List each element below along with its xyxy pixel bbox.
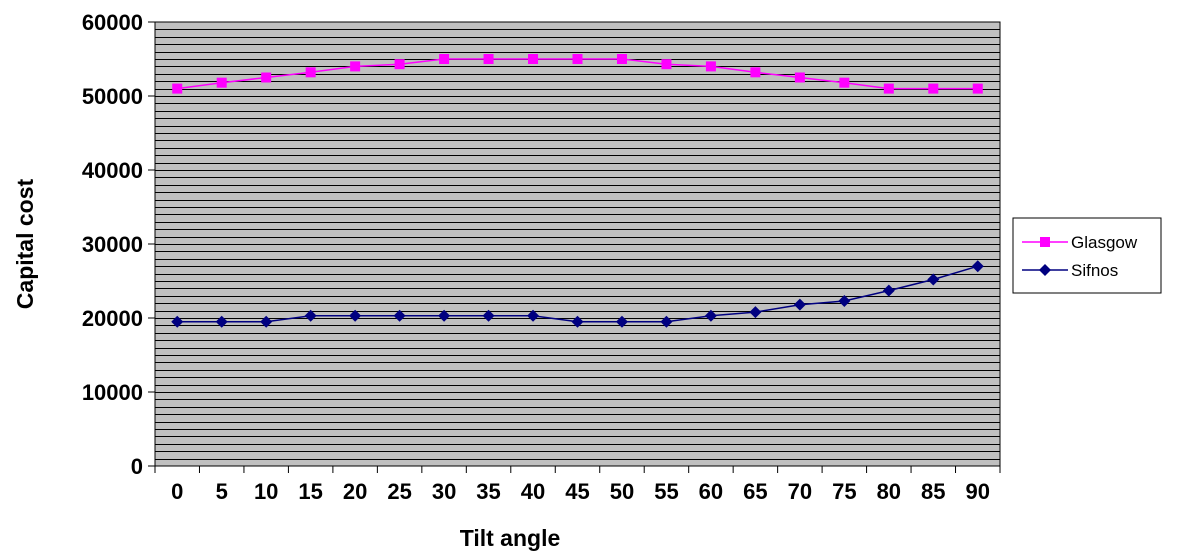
- data-point-glasgow: [839, 77, 850, 88]
- data-point-sifnos: [438, 309, 451, 322]
- x-axis-title: Tilt angle: [460, 525, 561, 551]
- x-tick-label: 70: [788, 479, 812, 504]
- legend-marker-sifnos: [1039, 264, 1051, 276]
- x-tick-label: 80: [877, 479, 901, 504]
- y-tick-label: 40000: [82, 158, 143, 183]
- data-point-sifnos: [927, 273, 940, 286]
- x-tick-label: 65: [743, 479, 767, 504]
- y-tick-label: 0: [131, 454, 143, 479]
- y-tick-label: 60000: [82, 10, 143, 35]
- x-tick-label: 10: [254, 479, 278, 504]
- y-axis: 0 10000 20000 30000 40000 50000 60000: [82, 10, 156, 479]
- data-point-glasgow: [305, 67, 316, 78]
- data-point-glasgow: [572, 54, 583, 64]
- data-point-sifnos: [749, 306, 762, 319]
- data-point-glasgow: [261, 72, 272, 83]
- data-point-sifnos: [838, 294, 851, 307]
- data-point-glasgow: [394, 59, 405, 70]
- data-point-sifnos: [882, 284, 895, 297]
- data-point-sifnos: [349, 309, 362, 322]
- data-point-sifnos: [704, 309, 717, 322]
- x-tick-label: 15: [298, 479, 322, 504]
- data-point-sifnos: [527, 309, 540, 322]
- data-point-sifnos: [793, 298, 806, 311]
- series-layer: [171, 54, 984, 328]
- data-point-sifnos: [615, 315, 628, 328]
- data-point-glasgow: [661, 59, 672, 70]
- legend-label-sifnos: Sifnos: [1071, 261, 1118, 280]
- data-point-sifnos: [215, 315, 228, 328]
- y-tick-label: 10000: [82, 380, 143, 405]
- y-tick-label: 30000: [82, 232, 143, 257]
- data-point-sifnos: [393, 309, 406, 322]
- x-tick-label: 50: [610, 479, 634, 504]
- data-point-glasgow: [883, 83, 894, 94]
- x-tick-label: 30: [432, 479, 456, 504]
- x-tick-label: 5: [216, 479, 228, 504]
- data-point-glasgow: [483, 54, 494, 64]
- x-tick-label: 60: [699, 479, 723, 504]
- legend-box: [1012, 217, 1162, 294]
- data-point-glasgow: [794, 72, 805, 83]
- data-point-glasgow: [172, 83, 183, 94]
- data-point-glasgow: [528, 54, 539, 64]
- data-point-sifnos: [482, 309, 495, 322]
- data-point-glasgow: [439, 54, 450, 64]
- x-tick-label: 40: [521, 479, 545, 504]
- x-tick-label: 20: [343, 479, 367, 504]
- x-tick-label: 85: [921, 479, 945, 504]
- series-sifnos: [171, 260, 984, 328]
- x-tick-label: 55: [654, 479, 678, 504]
- y-tick-label: 20000: [82, 306, 143, 331]
- legend: Glasgow Sifnos: [1012, 217, 1162, 294]
- series-glasgow: [172, 54, 983, 94]
- data-point-glasgow: [616, 54, 627, 64]
- x-tick-label: 0: [171, 479, 183, 504]
- data-point-glasgow: [350, 61, 361, 72]
- data-point-sifnos: [304, 309, 317, 322]
- data-point-glasgow: [705, 61, 716, 72]
- data-point-sifnos: [171, 315, 184, 328]
- x-tick-label: 75: [832, 479, 856, 504]
- y-axis-title: Capital cost: [12, 178, 38, 309]
- legend-label-glasgow: Glasgow: [1071, 233, 1138, 252]
- x-tick-label: 25: [387, 479, 411, 504]
- y-tick-label: 50000: [82, 84, 143, 109]
- x-axis: 0 5 10 15 20 25 30 35 40 45 50 55 60 65 70 75 80 85 90: [154, 465, 1001, 504]
- x-tick-label: 35: [476, 479, 500, 504]
- data-point-sifnos: [971, 260, 984, 273]
- x-tick-label: 90: [966, 479, 990, 504]
- data-point-glasgow: [216, 77, 227, 88]
- data-point-sifnos: [660, 315, 673, 328]
- x-tick-label: 45: [565, 479, 589, 504]
- data-point-glasgow: [750, 67, 761, 78]
- data-point-sifnos: [571, 315, 584, 328]
- data-point-sifnos: [260, 315, 273, 328]
- data-point-glasgow: [928, 83, 939, 94]
- data-point-glasgow: [972, 83, 983, 94]
- legend-marker-glasgow: [1040, 237, 1050, 247]
